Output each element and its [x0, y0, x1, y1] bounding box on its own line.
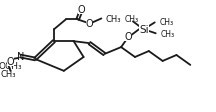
Text: CH₃: CH₃ — [105, 15, 121, 24]
Text: Si: Si — [139, 25, 149, 35]
Text: O: O — [124, 32, 132, 42]
Text: O: O — [7, 56, 14, 66]
Text: OCH₃: OCH₃ — [0, 62, 22, 71]
Text: O: O — [86, 19, 93, 29]
Text: CH₃: CH₃ — [125, 15, 139, 24]
Text: O: O — [7, 56, 14, 66]
Text: N: N — [17, 52, 24, 61]
Text: CH₃: CH₃ — [160, 18, 174, 27]
Text: CH₃: CH₃ — [1, 70, 16, 79]
Text: O: O — [78, 4, 85, 14]
Text: CH₃: CH₃ — [161, 29, 175, 38]
